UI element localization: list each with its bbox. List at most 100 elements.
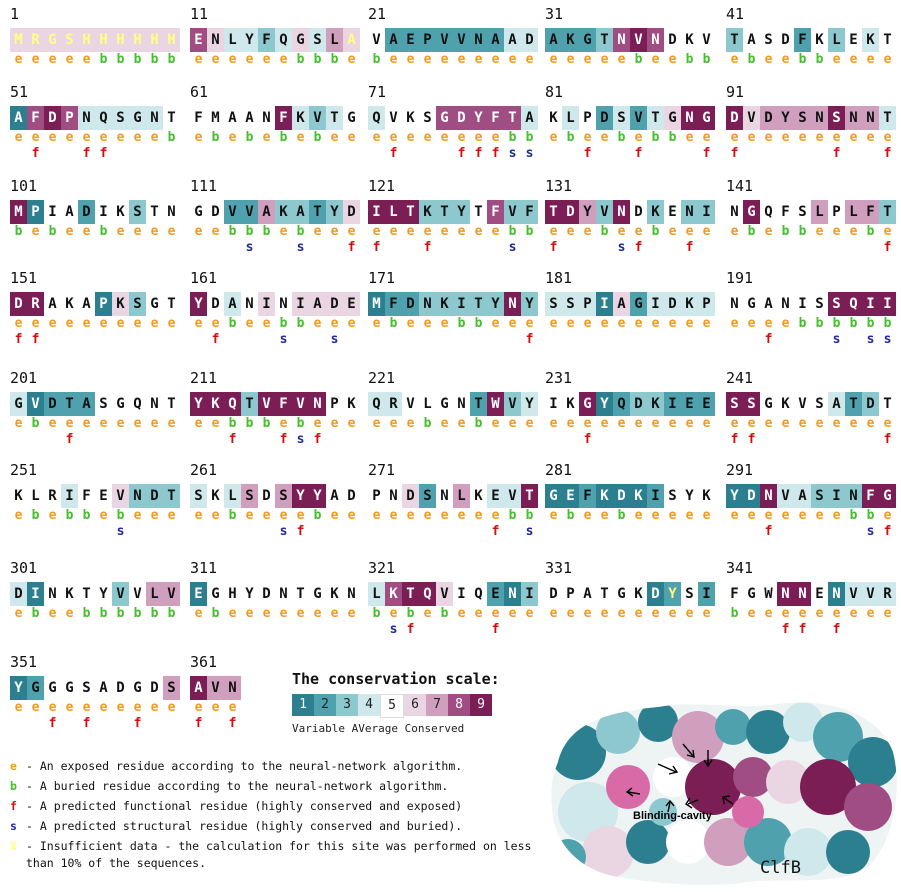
residue-cell: N: [726, 200, 743, 224]
legend-key: e: [10, 759, 17, 773]
residue-cell: D: [207, 200, 224, 224]
residue-cell: N: [794, 582, 811, 606]
function-mark: [453, 432, 470, 448]
function-mark: [596, 68, 613, 84]
exposure-mark: e: [634, 508, 643, 523]
function-mark: [453, 332, 470, 348]
function-mark: [504, 524, 521, 540]
residue-cell: S: [811, 392, 828, 416]
function-mark: s: [279, 332, 288, 347]
residue-cell: V: [504, 392, 521, 416]
function-mark: [10, 432, 27, 448]
exposure-mark: e: [14, 606, 23, 621]
exposure-mark: b: [279, 130, 288, 145]
exposure-mark: e: [832, 224, 841, 239]
exposure-mark: b: [82, 606, 91, 621]
function-mark: [95, 332, 112, 348]
function-mark: [146, 432, 163, 448]
residue-cell: E: [402, 28, 419, 52]
exposure-mark: e: [617, 224, 626, 239]
exposure-mark: e: [389, 416, 398, 431]
residue-cell: Y: [579, 200, 596, 224]
function-mark: f: [296, 524, 305, 539]
function-mark: [487, 432, 504, 448]
residue-cell: V: [129, 582, 146, 606]
function-mark: [726, 524, 743, 540]
function-mark: [95, 622, 112, 638]
function-mark: f: [14, 332, 23, 347]
exposure-mark: e: [866, 130, 875, 145]
residue-cell: K: [207, 392, 224, 416]
exposure-mark: b: [31, 508, 40, 523]
residue-cell: V: [743, 106, 760, 130]
exposure-mark: b: [99, 224, 108, 239]
exposure-mark: e: [525, 316, 534, 331]
residue-cell: Q: [760, 200, 777, 224]
exposure-mark: b: [245, 130, 254, 145]
exposure-mark: e: [781, 316, 790, 331]
function-mark: [95, 716, 112, 732]
function-mark: [698, 432, 715, 448]
exposure-mark: e: [634, 130, 643, 145]
exposure-mark: e: [600, 130, 609, 145]
function-mark: [163, 432, 180, 448]
residue-cell: S: [95, 392, 112, 416]
exposure-mark: e: [211, 52, 220, 67]
exposure-mark: e: [14, 700, 23, 715]
function-mark: [326, 432, 343, 448]
residue-cell: D: [112, 676, 129, 700]
residue-cell: N: [258, 106, 275, 130]
exposure-mark: e: [600, 508, 609, 523]
residue-cell: E: [698, 392, 715, 416]
exposure-mark: e: [474, 52, 483, 67]
residue-cell: K: [777, 392, 794, 416]
exposure-mark: e: [347, 508, 356, 523]
exposure-mark: e: [99, 130, 108, 145]
exposure-mark: b: [116, 508, 125, 523]
residue-cell: F: [862, 200, 879, 224]
exposure-mark: e: [296, 606, 305, 621]
residue-cell: V: [504, 484, 521, 508]
residue-cell: P: [828, 200, 845, 224]
function-mark: [258, 432, 275, 448]
exposure-mark: e: [634, 224, 643, 239]
residue-cell: A: [309, 292, 326, 316]
function-mark: [258, 332, 275, 348]
function-mark: [681, 432, 698, 448]
exposure-mark: e: [48, 606, 57, 621]
block-start-number: 171: [368, 269, 396, 287]
exposure-mark: e: [849, 52, 858, 67]
exposure-mark: e: [508, 52, 517, 67]
function-mark: [258, 146, 275, 162]
residue-cell: V: [436, 582, 453, 606]
exposure-mark: b: [262, 416, 271, 431]
exposure-mark: b: [389, 316, 398, 331]
function-mark: [402, 432, 419, 448]
residue-cell: V: [309, 106, 326, 130]
function-mark: f: [747, 432, 756, 447]
exposure-mark: b: [798, 52, 807, 67]
exposure-mark: e: [194, 130, 203, 145]
exposure-mark: e: [116, 224, 125, 239]
function-mark: [95, 432, 112, 448]
residue-cell: F: [258, 28, 275, 52]
exposure-mark: b: [65, 508, 74, 523]
residue-cell: A: [292, 200, 309, 224]
function-mark: [343, 68, 360, 84]
residue-cell: S: [129, 292, 146, 316]
exposure-mark: e: [668, 416, 677, 431]
exposure-mark: e: [617, 316, 626, 331]
exposure-mark: e: [423, 224, 432, 239]
exposure-mark: b: [116, 606, 125, 621]
residue-cell: A: [487, 28, 504, 52]
function-mark: [470, 524, 487, 540]
exposure-mark: e: [781, 606, 790, 621]
residue-cell: K: [630, 484, 647, 508]
residue-cell: K: [596, 484, 613, 508]
function-mark: f: [31, 332, 40, 347]
residue-cell: V: [630, 28, 647, 52]
